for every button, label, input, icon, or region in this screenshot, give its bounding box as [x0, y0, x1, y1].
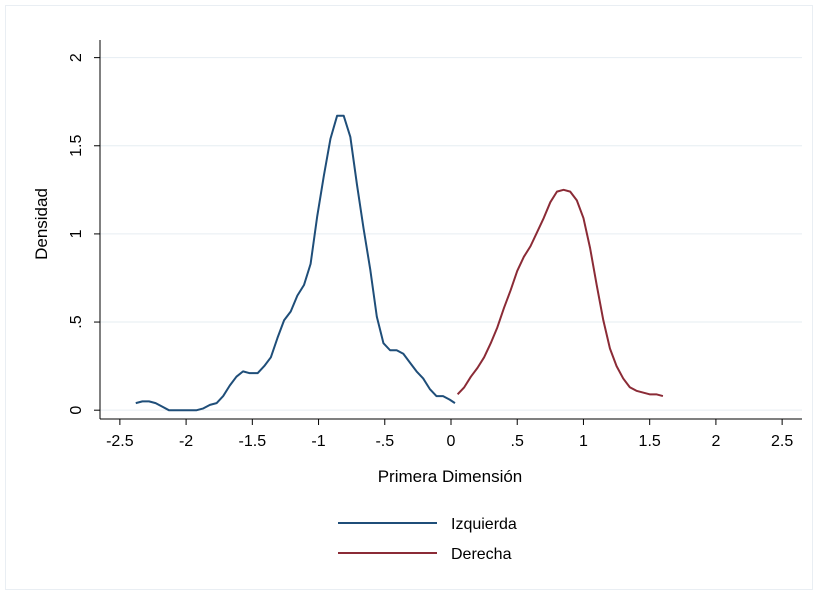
x-tick-label: -1: [311, 433, 325, 450]
x-tick-label: 0: [447, 433, 456, 450]
x-axis-title: Primera Dimensión: [378, 467, 523, 486]
x-tick-label: -.5: [375, 433, 394, 450]
x-tick-label: -2: [179, 433, 193, 450]
x-tick-label: 1.5: [639, 433, 661, 450]
legend-label-derecha: Derecha: [451, 546, 512, 563]
x-tick-label: 1: [579, 433, 588, 450]
x-tick-label: .5: [511, 433, 524, 450]
legend: Izquierda Derecha: [338, 516, 517, 563]
grid-lines: [100, 57, 802, 411]
y-tick-label: 1: [68, 229, 85, 238]
axes: [99, 40, 802, 420]
x-tick-label: 2: [711, 433, 720, 450]
tick-marks: 0 .5 1 1.5 2 -2.5 -2 -1.5 -1 -.5 0 .5 1 1.5 2 2.5: [68, 53, 793, 450]
y-tick-label: 1.5: [68, 135, 85, 157]
y-tick-label: .5: [68, 315, 85, 328]
y-axis-title: Densidad: [32, 188, 51, 260]
series-lines: [135, 114, 664, 412]
y-tick-label: 2: [68, 53, 85, 62]
chart-frame: [5, 5, 813, 590]
x-tick-label: -2.5: [106, 433, 134, 450]
series-line-derecha: [456, 188, 664, 398]
y-tick-label: 0: [68, 406, 85, 415]
x-tick-label: 2.5: [771, 433, 793, 450]
x-tick-label: -1.5: [239, 433, 267, 450]
series-line-izquierda: [135, 114, 456, 412]
legend-label-izquierda: Izquierda: [451, 516, 517, 533]
